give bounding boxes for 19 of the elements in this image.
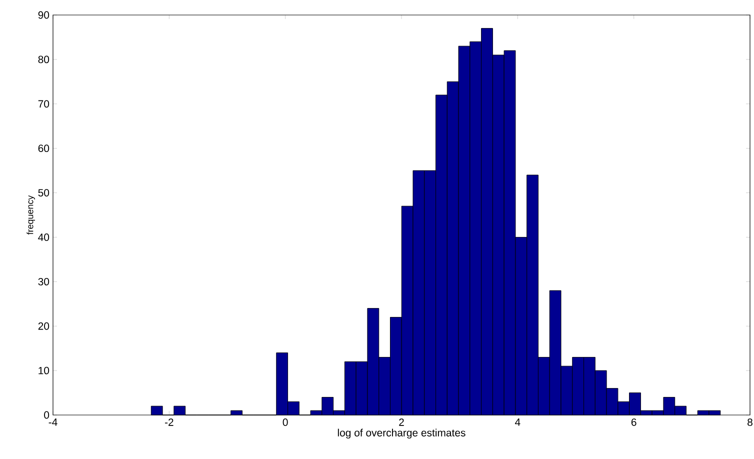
y-tick-label: 60 xyxy=(38,144,50,152)
x-tick-label: 2 xyxy=(399,418,404,426)
y-tick-label: 40 xyxy=(38,234,50,241)
y-tick-label: 50 xyxy=(38,189,50,196)
y-tick-label: 10 xyxy=(38,366,50,374)
x-tick-label: 4 xyxy=(514,418,520,426)
y-tick-label: 80 xyxy=(38,56,50,64)
y-tick-label: 90 xyxy=(38,11,50,19)
x-tick-label: 8 xyxy=(748,418,752,426)
x-tick-label: -4 xyxy=(48,418,58,426)
x-tick-label: 0 xyxy=(282,418,288,426)
x-tick-label: -2 xyxy=(164,418,174,426)
y-tick-label: 70 xyxy=(38,100,50,108)
y-tick-label: 30 xyxy=(38,278,50,286)
x-axis-title: log of overcharge estimates xyxy=(338,428,466,439)
x-tick-label: 6 xyxy=(631,418,636,426)
y-axis-title: frequency xyxy=(26,195,35,235)
y-tick-label: 20 xyxy=(38,322,50,330)
y-tick-label: 0 xyxy=(44,411,50,419)
